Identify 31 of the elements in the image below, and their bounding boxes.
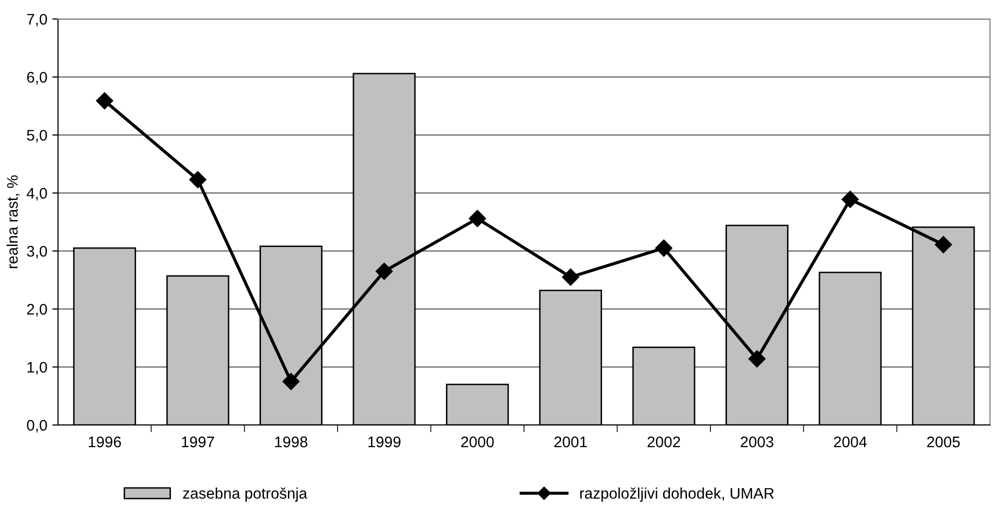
- y-tick-label: 3,0: [26, 246, 47, 258]
- x-tick-label: 2004: [834, 436, 867, 448]
- y-tick-label: 6,0: [27, 72, 47, 84]
- point: [842, 190, 859, 208]
- point: [376, 262, 393, 280]
- y-tick-label: 0,0: [26, 420, 47, 432]
- point: [748, 350, 766, 368]
- x-tick-label: 1996: [88, 436, 121, 448]
- x-tick-label: 1998: [275, 436, 308, 448]
- x-tick-label: 2000: [461, 436, 494, 448]
- y-tick-label: 1,0: [28, 362, 47, 374]
- x-tick-label: 2005: [927, 436, 960, 448]
- x-tick-label: 1999: [368, 436, 400, 448]
- x-tick-label: 2003: [740, 436, 774, 448]
- y-tick-label: 5,0: [26, 130, 47, 142]
- point: [562, 268, 580, 286]
- y-axis-title: realna rast, %: [6, 175, 20, 268]
- point: [282, 372, 300, 390]
- x-tick-label: 2001: [554, 436, 587, 448]
- point: [934, 236, 952, 254]
- x-tick-label: 2002: [648, 436, 680, 448]
- legend-label: razpoložljivi dohodek, UMAR: [580, 487, 774, 502]
- point: [189, 171, 206, 188]
- point: [468, 210, 486, 228]
- y-tick-label: 4,0: [26, 188, 47, 200]
- y-tick-label: 2,0: [27, 304, 47, 316]
- point: [655, 240, 672, 257]
- point: [96, 92, 114, 110]
- x-tick-label: 1997: [182, 436, 214, 448]
- legend-label: zasebna potrošnja: [183, 487, 308, 502]
- y-tick-label: 7,0: [27, 14, 47, 26]
